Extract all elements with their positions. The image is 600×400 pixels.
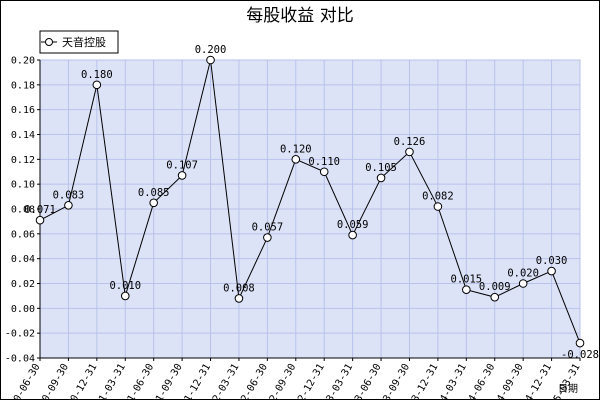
y-tick-label: -0.04 <box>5 354 35 365</box>
data-label: 0.010 <box>109 280 141 292</box>
x-tick-label: 2020-06-30 <box>3 362 43 400</box>
data-label: 0.059 <box>337 219 369 231</box>
data-point <box>64 200 73 210</box>
data-point <box>319 167 329 177</box>
y-tick-label: 0.10 <box>11 180 35 191</box>
data-label: 0.009 <box>479 281 511 293</box>
data-point <box>575 338 585 348</box>
data-label: 0.071 <box>24 204 56 216</box>
y-tick-label: 0.16 <box>11 105 35 116</box>
legend-box <box>39 30 119 54</box>
y-tick-label: 0.08 <box>11 205 35 216</box>
legend-label: 天音控股 <box>62 35 106 49</box>
data-point <box>405 147 414 157</box>
data-point <box>490 292 500 302</box>
y-tick-label: 0.12 <box>11 155 35 166</box>
data-point <box>376 173 386 183</box>
data-point <box>348 230 357 240</box>
data-label: 0.200 <box>195 44 227 56</box>
y-axis-ticks: 0.20 0.18 0.16 0.14 0.12 0.10 0.08 0.06 0.04 0.02… <box>5 56 35 365</box>
gridlines <box>39 59 581 359</box>
legend-marker-icon <box>45 38 53 46</box>
y-tick-label: 0.18 <box>11 80 35 91</box>
data-point <box>433 202 443 211</box>
y-tick-label: -0.02 <box>5 329 35 340</box>
y-tick-label: 0.02 <box>11 279 35 290</box>
data-label: 0.107 <box>166 159 198 171</box>
data-label: 0.082 <box>422 191 454 203</box>
data-point <box>206 55 215 65</box>
axes <box>37 59 581 361</box>
data-point <box>120 291 130 301</box>
data-labels: 0.071 0.083 0.180 0.010 0.085 0.107 0.200 0.008… <box>24 44 599 361</box>
data-label: 0.126 <box>394 136 426 148</box>
data-label: 0.105 <box>365 162 397 174</box>
data-label: 0.085 <box>138 187 170 199</box>
data-label: 0.030 <box>536 255 568 267</box>
legend: 天音控股 <box>39 30 119 54</box>
data-point <box>291 155 301 164</box>
y-tick-label: 0.00 <box>11 304 35 315</box>
data-label: 0.008 <box>223 282 255 294</box>
data-point <box>177 171 187 180</box>
data-point <box>234 294 244 303</box>
data-label: -0.028 <box>561 349 599 361</box>
y-tick-label: 0.14 <box>11 130 35 141</box>
y-tick-label: 0.04 <box>11 254 35 265</box>
data-point <box>92 80 102 90</box>
data-label: 0.057 <box>252 222 284 234</box>
data-point <box>518 279 528 288</box>
data-point <box>462 285 471 295</box>
data-point <box>35 215 45 225</box>
data-label: 0.020 <box>507 268 539 280</box>
series-line <box>39 59 581 344</box>
data-point <box>263 233 272 242</box>
data-label: 0.110 <box>308 156 340 168</box>
data-point <box>547 266 556 276</box>
y-tick-label: 0.20 <box>11 56 35 67</box>
chart-title: 每股收益 对比 <box>246 6 353 26</box>
y-tick-label: 0.06 <box>11 229 35 240</box>
x-axis-ticks: 2020-06-302020-09-302020-12-312021-03-31… <box>3 362 583 400</box>
data-label: 0.120 <box>280 143 312 155</box>
data-point <box>149 198 158 208</box>
data-label: 0.015 <box>451 274 483 286</box>
series-eps <box>35 55 585 348</box>
x-axis-unit-label: 日期 <box>558 383 578 395</box>
data-label: 0.180 <box>81 69 113 81</box>
data-label: 0.083 <box>53 189 85 201</box>
